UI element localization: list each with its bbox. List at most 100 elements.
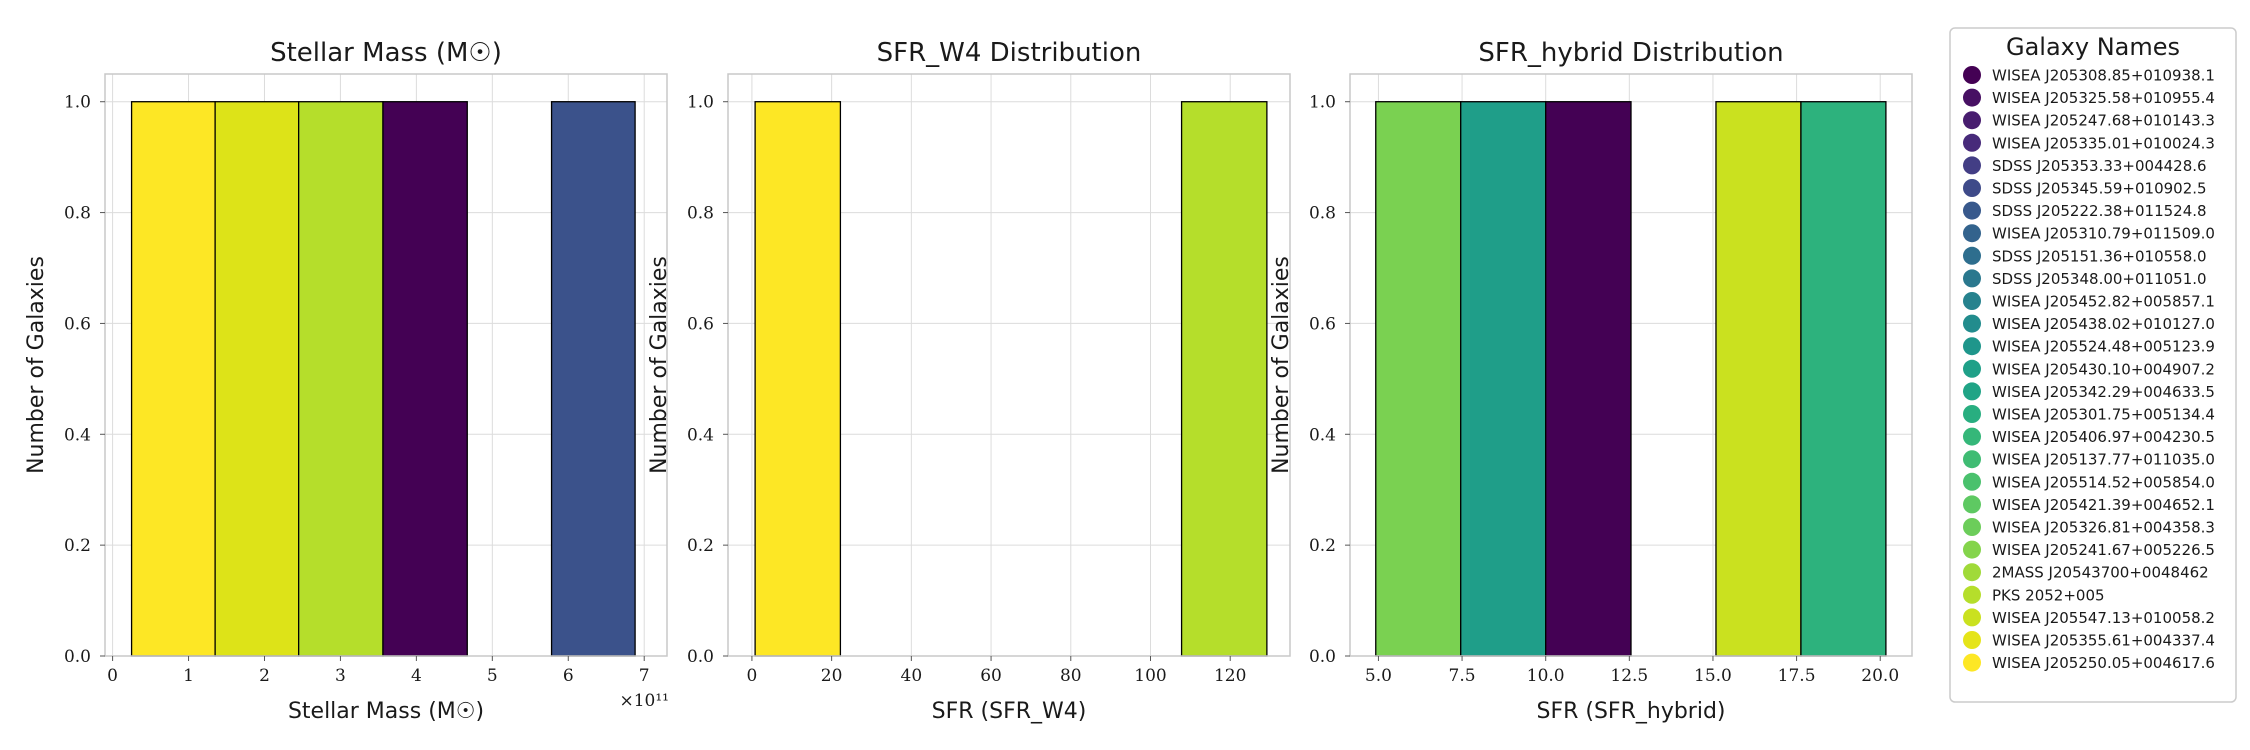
legend-item: WISEA J205342.29+004633.5 [1963,382,2215,401]
legend-marker [1963,156,1981,175]
y-tick-label: 0.0 [64,647,91,667]
legend-marker [1963,201,1981,220]
x-tick-label: 10.0 [1527,666,1565,686]
y-tick-label: 0.6 [64,314,91,334]
legend-item: WISEA J205310.79+011509.0 [1963,224,2215,243]
legend-label: SDSS J205345.59+010902.5 [1992,180,2207,198]
legend-marker [1963,269,1981,288]
legend-marker [1963,540,1981,559]
chart-title: Stellar Mass (M☉) [270,38,502,68]
legend-marker [1963,631,1981,649]
y-axis-label: Number of Galaxies [24,256,49,474]
x-tick-label: 3 [335,666,346,686]
legend-item: WISEA J205438.02+010127.0 [1963,314,2215,333]
legend-label: PKS 2052+005 [1992,586,2105,604]
bars [754,101,1268,657]
legend-marker [1963,88,1981,107]
bar-5 [1800,101,1887,657]
legend-item: WISEA J205524.48+005123.9 [1963,337,2215,356]
legend-title: Galaxy Names [2006,33,2180,61]
y-tick-label: 0.8 [64,204,91,224]
legend-marker [1963,292,1981,310]
bar-3 [298,101,384,657]
legend-item: 2MASS J20543700+0048462 [1963,563,2209,582]
legend-label: WISEA J205514.52+005854.0 [1992,473,2215,491]
bar-3 [1545,101,1632,657]
bars [130,101,636,657]
x-tick-label: 20 [821,666,843,686]
legend-marker [1963,337,1981,356]
legend-item: WISEA J205326.81+004358.3 [1963,518,2215,537]
chart-panel-2: 0 20 40 60 80 100 120 0.0 0.2 0.4 0.6 0.8 1.0 SFR_W4 … [647,38,1291,724]
legend-marker [1963,653,1981,672]
legend-marker [1963,495,1981,514]
legend-marker [1963,224,1981,243]
x-tick-label: 2 [259,666,270,686]
legend-item: WISEA J205247.68+010143.3 [1963,111,2215,130]
legend-label: WISEA J205308.85+010938.1 [1992,67,2215,85]
legend-label: WISEA J205335.01+010024.3 [1992,134,2215,152]
x-tick-label: 17.5 [1778,666,1816,686]
legend-marker [1963,246,1981,265]
x-tick-label: 40 [901,666,923,686]
legend-item: WISEA J205137.77+011035.0 [1963,450,2215,469]
x-tick-label: 7 [639,666,650,686]
x-tick-label: 5 [487,666,498,686]
legend-label: WISEA J205325.58+010955.4 [1992,89,2215,107]
legend-item: WISEA J205355.61+004337.4 [1963,631,2215,650]
x-tick-label: 6 [563,666,574,686]
legend-item: WISEA J205421.39+004652.1 [1963,495,2215,514]
x-tick-label: 120 [1214,666,1246,686]
legend-label: WISEA J205326.81+004358.3 [1992,519,2215,537]
legend-item: WISEA J205250.05+004617.6 [1963,653,2215,672]
legend-marker [1963,427,1981,446]
legend-label: WISEA J205241.67+005226.5 [1992,541,2215,559]
legend-label: WISEA J205250.05+004617.6 [1992,654,2215,672]
y-tick-label: 0.4 [1309,425,1336,445]
legend: Galaxy Names WISEA J205308.85+010938.1 WIS… [1949,27,2237,703]
legend-marker [1963,66,1981,84]
x-tick-label: 80 [1060,666,1082,686]
legend-label: WISEA J205452.82+005857.1 [1992,293,2215,311]
bar-1 [754,101,842,657]
y-axis-label: Number of Galaxies [1269,256,1294,474]
x-tick-label: 60 [980,666,1002,686]
y-tick-label: 0.2 [1309,536,1336,556]
legend-item: WISEA J205406.97+004230.5 [1963,427,2215,446]
y-tick-label: 0.6 [1309,314,1336,334]
legend-marker [1963,359,1981,378]
y-axis-label: Number of Galaxies [647,256,672,474]
legend-label: WISEA J205301.75+005134.4 [1992,406,2215,424]
legend-label: WISEA J205406.97+004230.5 [1992,428,2215,446]
bar-1 [130,101,216,657]
chart-panels: 0 1 2 3 4 5 6 7 0.0 0.2 0.4 0.6 0.8 1.0 ×10¹¹ Stellar M… [24,38,1913,724]
legend-label: WISEA J205355.61+004337.4 [1992,632,2215,650]
plot-frame [104,73,668,657]
legend-label: WISEA J205342.29+004633.5 [1992,383,2215,401]
x-tick-label: 1 [183,666,194,686]
y-tick-label: 0.8 [687,204,714,224]
y-tick-label: 0.4 [64,425,91,445]
chart-panel-3: 5.0 7.5 10.0 12.5 15.0 17.5 20.0 0.0 0.2 0.4 0.6 0.… [1269,38,1913,724]
x-axis-label: SFR (SFR_hybrid) [1536,699,1725,724]
bar-5 [550,101,636,657]
legend-marker [1963,382,1981,401]
legend-item: WISEA J205547.13+010058.2 [1963,608,2215,627]
legend-marker [1963,405,1981,423]
legend-item: SDSS J205222.38+011524.8 [1963,201,2207,220]
legend-label: SDSS J205353.33+004428.6 [1992,157,2207,175]
legend-label: SDSS J205151.36+010558.0 [1992,247,2207,265]
chart-title: SFR_hybrid Distribution [1478,38,1783,68]
y-tick-label: 0.2 [687,536,714,556]
legend-label: WISEA J205421.39+004652.1 [1992,496,2215,514]
x-axis-label: SFR (SFR_W4) [932,699,1087,724]
legend-item: WISEA J205430.10+004907.2 [1963,359,2215,378]
legend-label: WISEA J205524.48+005123.9 [1992,338,2215,356]
legend-item: SDSS J205151.36+010558.0 [1963,246,2207,265]
plot-frame [727,73,1291,657]
y-tick-label: 1.0 [687,93,714,113]
y-tick-label: 0.8 [1309,204,1336,224]
x-tick-label: 4 [411,666,422,686]
legend-label: WISEA J205247.68+010143.3 [1992,112,2215,130]
